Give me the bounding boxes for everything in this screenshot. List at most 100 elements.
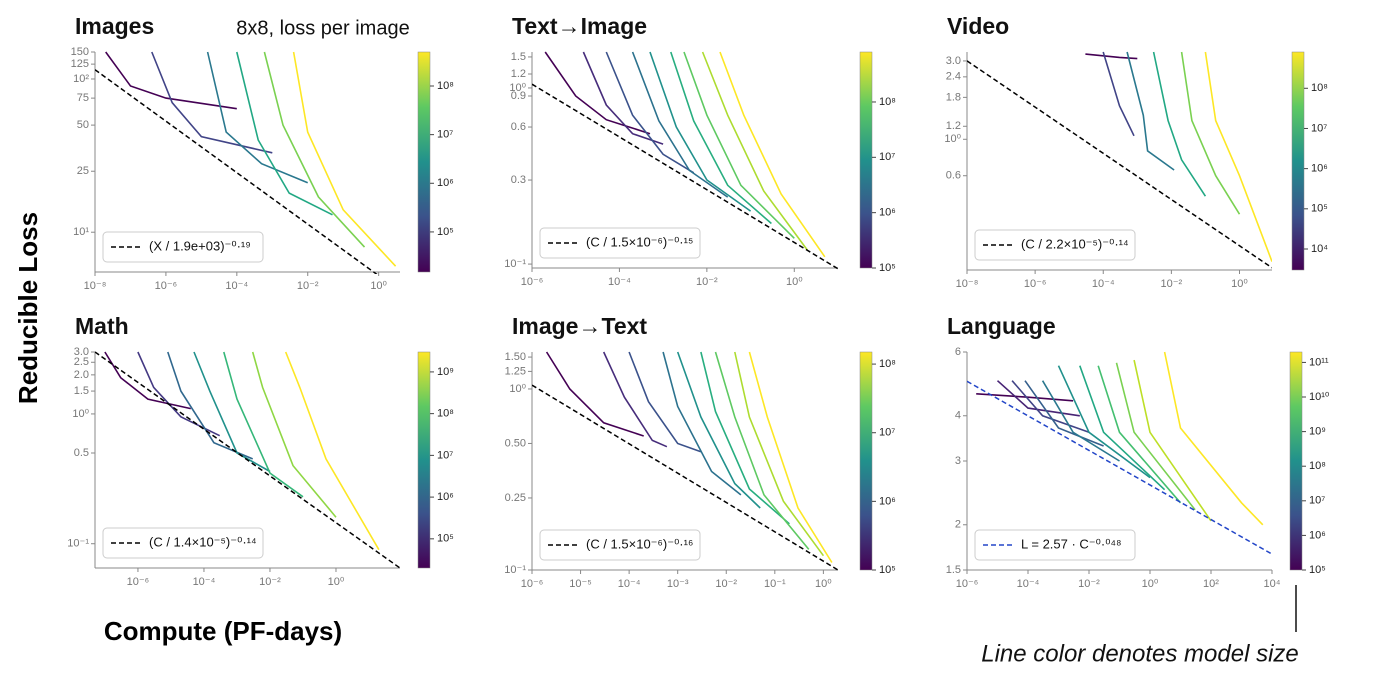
loss-curve [151, 51, 273, 154]
loss-curve [544, 51, 651, 135]
colorbar-tick-label: 10⁴ [1311, 243, 1328, 255]
x-tick-label: 10⁴ [1264, 578, 1281, 590]
x-tick-label: 10⁻² [1161, 278, 1183, 290]
colorbar-tick-label: 10⁷ [1309, 495, 1325, 507]
colorbar-tick-label: 10⁸ [437, 80, 454, 92]
y-tick-label: 75 [77, 92, 89, 104]
loss-curve [1011, 380, 1090, 434]
chart-title: Image→Text [512, 313, 647, 339]
loss-curve [1204, 51, 1272, 262]
colorbar-tick-label: 10⁹ [437, 366, 454, 378]
loss-curve [236, 51, 333, 216]
y-tick-label: 50 [77, 119, 89, 131]
legend-label: (X / 1.9e+03)⁻⁰·¹⁹ [149, 238, 251, 253]
colorbar [417, 51, 431, 273]
y-tick-label: 1.50 [505, 351, 526, 363]
legend-box [102, 231, 264, 263]
y-tick-label: 2 [955, 519, 961, 531]
x-tick-label: 10⁻⁶ [956, 578, 979, 590]
legend-label: (C / 1.5×10⁻⁶)⁻⁰·¹⁵ [586, 234, 693, 249]
loss-curve [676, 351, 761, 509]
y-tick-label: 4 [955, 410, 961, 422]
x-tick-label: 10⁻³ [667, 578, 689, 590]
colorbar-tick-label: 10⁵ [437, 533, 454, 545]
x-tick-label: 10⁻² [1078, 578, 1100, 590]
y-tick-label: 10² [73, 73, 89, 85]
x-axis-label: Compute (PF-days) [104, 616, 342, 646]
colorbar-tick-label: 10⁵ [1311, 203, 1328, 215]
loss-curve [1163, 351, 1264, 526]
y-tick-label: 2.0 [74, 369, 89, 381]
chart-subtitle: 8x8, loss per image [236, 17, 409, 39]
curves [532, 351, 838, 571]
colorbar-tick-label: 10⁶ [879, 207, 896, 219]
colorbar-tick-label: 10⁸ [1309, 460, 1326, 472]
colorbar [859, 351, 873, 571]
colorbar-tick-label: 10⁵ [1309, 564, 1326, 576]
y-tick-label: 1.2 [511, 68, 526, 80]
fit-line [95, 69, 378, 274]
x-tick-label: 10⁻² [715, 578, 737, 590]
colorbar-tick-label: 10⁷ [879, 151, 895, 163]
colorbar-tick-label: 10⁶ [437, 491, 454, 503]
y-tick-label: 10⁻¹ [67, 538, 89, 550]
loss-curve [545, 351, 644, 437]
fit-line [95, 351, 400, 569]
y-tick-label: 1.8 [946, 91, 961, 103]
curves [95, 51, 397, 274]
x-tick-label: 10⁻⁸ [956, 278, 979, 290]
legend-box [539, 227, 701, 259]
y-tick-label: 2.5 [74, 356, 89, 368]
colorbar [1289, 351, 1303, 571]
fit-line [967, 380, 1272, 555]
loss-curve [701, 51, 809, 251]
y-tick-label: 25 [77, 165, 89, 177]
y-tick-label: 10⁰ [72, 408, 89, 420]
y-tick-label: 2.4 [946, 71, 961, 83]
colorbar [1291, 51, 1305, 271]
loss-curve [1180, 51, 1241, 215]
y-tick-label: 125 [71, 58, 89, 70]
x-tick-label: 10⁻⁶ [521, 276, 544, 288]
loss-curve [1085, 53, 1138, 60]
fit-line [532, 384, 838, 571]
loss-curve [206, 51, 309, 184]
colorbar-tick-label: 10⁸ [1311, 82, 1328, 94]
x-tick-label: 10⁻⁶ [127, 576, 150, 588]
x-tick-label: 10² [1203, 578, 1219, 590]
colorbar-tick-label: 10⁷ [879, 427, 895, 439]
loss-curve [748, 351, 833, 563]
x-tick-label: 10⁻² [696, 276, 718, 288]
y-tick-label: 0.25 [505, 492, 526, 504]
y-tick-label: 6 [955, 346, 961, 358]
y-tick-label: 3.0 [946, 55, 961, 67]
y-tick-label: 1.5 [74, 385, 89, 397]
loss-curve [263, 51, 366, 248]
y-tick-label: 3 [955, 455, 961, 467]
y-tick-label: 10⁰ [509, 82, 526, 94]
x-tick-label: 10⁻⁴ [225, 280, 248, 292]
x-tick-label: 10⁰ [1231, 278, 1248, 290]
loss-curve [193, 351, 271, 473]
loss-curve [628, 351, 702, 453]
x-tick-label: 10⁻⁴ [1017, 578, 1040, 590]
y-tick-label: 0.5 [74, 447, 89, 459]
loss-curve [137, 351, 221, 437]
colorbar [417, 351, 431, 569]
curves [967, 51, 1272, 269]
x-tick-label: 10⁰ [815, 578, 832, 590]
colorbar-tick-label: 10⁷ [437, 129, 453, 141]
y-tick-label: 1.5 [511, 51, 526, 63]
x-tick-label: 10⁻⁴ [193, 576, 216, 588]
legend-box [539, 529, 701, 561]
loss-curve [223, 351, 304, 498]
fit-line [967, 60, 1272, 269]
chart-title: Images [75, 13, 154, 39]
x-tick-label: 10⁻⁶ [155, 280, 178, 292]
legend-label: (C / 1.4×10⁻⁵)⁻⁰·¹⁴ [149, 534, 257, 549]
note: Line color denotes model size [981, 640, 1299, 667]
legend-box [974, 229, 1136, 261]
y-tick-label: 3.0 [74, 346, 89, 358]
curves [95, 351, 400, 569]
loss-curve [631, 51, 729, 198]
